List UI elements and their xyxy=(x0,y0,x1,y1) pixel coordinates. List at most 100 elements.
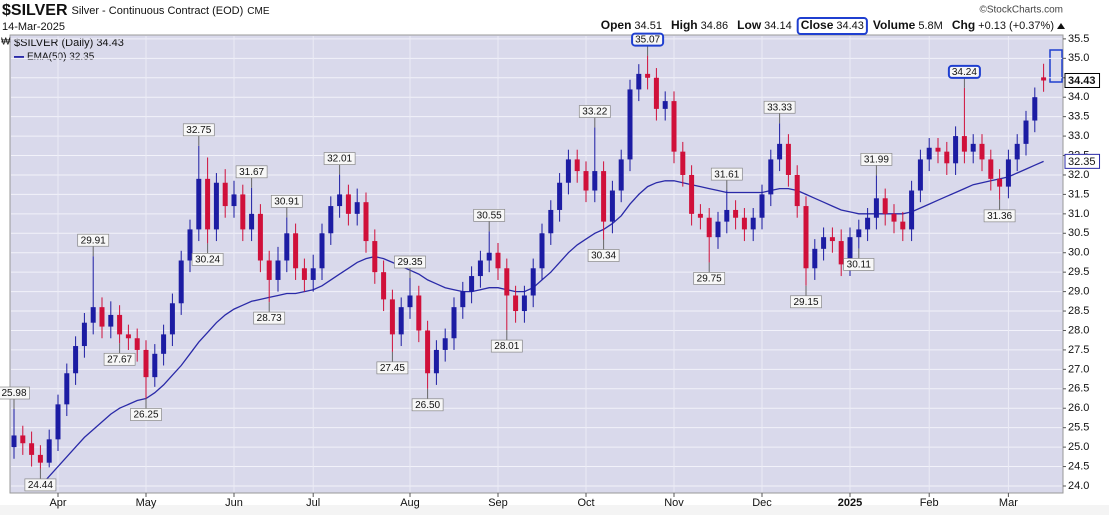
candle-body xyxy=(161,334,167,354)
stat-label: Open xyxy=(601,18,632,32)
candle-body xyxy=(741,217,747,230)
exchange: CME xyxy=(247,6,270,17)
candle-body xyxy=(548,209,554,234)
y-tick-label: 30.5 xyxy=(1068,227,1089,239)
annotation-box xyxy=(323,152,356,165)
candle-body xyxy=(178,260,184,304)
candle-body xyxy=(249,213,255,230)
annotation-box xyxy=(843,258,875,271)
stat-label: Low xyxy=(737,18,762,32)
candle-body xyxy=(29,443,35,455)
annotation-box xyxy=(473,208,506,222)
candle-body xyxy=(266,260,272,280)
candle-body xyxy=(671,101,677,152)
annotation-label: 25.98 xyxy=(1,388,26,399)
ema-tag-box xyxy=(1064,153,1101,169)
candle-body xyxy=(829,237,835,242)
y-tick-label: 25.0 xyxy=(1068,441,1089,453)
candle-body xyxy=(381,272,387,300)
candle-body xyxy=(706,217,712,238)
candle-body xyxy=(733,209,739,218)
candle-body xyxy=(530,268,536,296)
candle-body xyxy=(486,252,492,261)
annotation-label: 29.15 xyxy=(793,297,818,308)
annotation-box xyxy=(103,352,136,366)
candle-body xyxy=(46,439,52,463)
y-tick-label: 24.0 xyxy=(1068,480,1089,492)
annotation-box xyxy=(235,165,268,179)
stat-highlight xyxy=(796,17,868,35)
annotation-label: 33.22 xyxy=(582,107,607,118)
candle-body xyxy=(1014,143,1020,160)
candle-body xyxy=(970,143,976,152)
annotation-box xyxy=(983,209,1016,223)
ema-tag: 32.35 xyxy=(1068,156,1096,168)
symbol: $SILVER xyxy=(2,2,68,19)
stat-label: High xyxy=(671,18,698,32)
candle-body xyxy=(319,233,325,269)
candle-body xyxy=(20,435,26,444)
highlight-bracket xyxy=(1049,49,1063,83)
footer-strip xyxy=(0,505,1109,515)
candle-body xyxy=(601,171,607,222)
y-tick-label: 26.0 xyxy=(1068,402,1089,414)
candle-body xyxy=(398,307,404,335)
candle-body xyxy=(125,334,131,339)
legend-price: $SILVER (Daily) 34.43 xyxy=(14,37,124,49)
candle-body xyxy=(293,233,299,269)
y-tick-label: 34.0 xyxy=(1068,91,1089,103)
candle-body xyxy=(909,190,915,230)
y-tick-label: 26.5 xyxy=(1068,383,1089,395)
annotation-box xyxy=(763,100,796,114)
candle-body xyxy=(1023,120,1029,144)
x-tick-label: Jul xyxy=(306,497,320,509)
candle-body xyxy=(636,73,642,90)
x-tick-label: Sep xyxy=(488,497,508,509)
candle-body xyxy=(117,314,123,335)
annotation-box xyxy=(253,311,286,325)
candle-body xyxy=(169,303,175,335)
x-tick-label: Mar xyxy=(999,497,1018,509)
candle-body xyxy=(821,237,827,249)
stat-label: Close xyxy=(801,18,834,32)
y-tick-label: 29.5 xyxy=(1068,266,1089,278)
candle-body xyxy=(55,404,61,440)
annotation-label: 31.67 xyxy=(239,167,264,178)
stat-label: Volume xyxy=(873,18,916,32)
y-tick-label: 31.0 xyxy=(1068,208,1089,220)
candle-body xyxy=(865,217,871,230)
candle-body xyxy=(90,307,96,323)
header-title: $SILVER Silver - Continuous Contract (EOD… xyxy=(2,2,270,19)
candle-body xyxy=(979,143,985,160)
candle-body xyxy=(416,295,422,331)
candle-body xyxy=(847,237,853,265)
plot-area xyxy=(9,34,1064,494)
candle-body xyxy=(882,198,888,214)
y-tick-label: 33.0 xyxy=(1068,130,1089,142)
x-tick-label: Oct xyxy=(577,497,594,509)
annotation-box xyxy=(411,398,444,412)
annotation-box xyxy=(0,386,30,400)
candle-body xyxy=(143,349,149,378)
candle-body xyxy=(257,213,263,261)
annotation-label: 30.91 xyxy=(274,196,299,207)
candle-body xyxy=(803,206,809,269)
candle-body xyxy=(856,229,862,238)
candle-body xyxy=(1032,97,1038,121)
candle-body xyxy=(715,221,721,238)
stat-value: 5.8M xyxy=(918,20,942,32)
candle-body xyxy=(935,147,941,152)
y-tick-label: 31.5 xyxy=(1068,188,1089,200)
annotation-box xyxy=(191,253,224,266)
candle-body xyxy=(689,174,695,214)
y-tick-label: 35.0 xyxy=(1068,52,1089,64)
annotation-box xyxy=(77,233,110,247)
stat-value: +0.13 (+0.37%) xyxy=(978,20,1054,32)
candle-body xyxy=(433,349,439,374)
candle-body xyxy=(425,330,431,374)
candle-body xyxy=(926,147,932,160)
annotation-box xyxy=(376,361,409,375)
candle-body xyxy=(73,346,79,374)
